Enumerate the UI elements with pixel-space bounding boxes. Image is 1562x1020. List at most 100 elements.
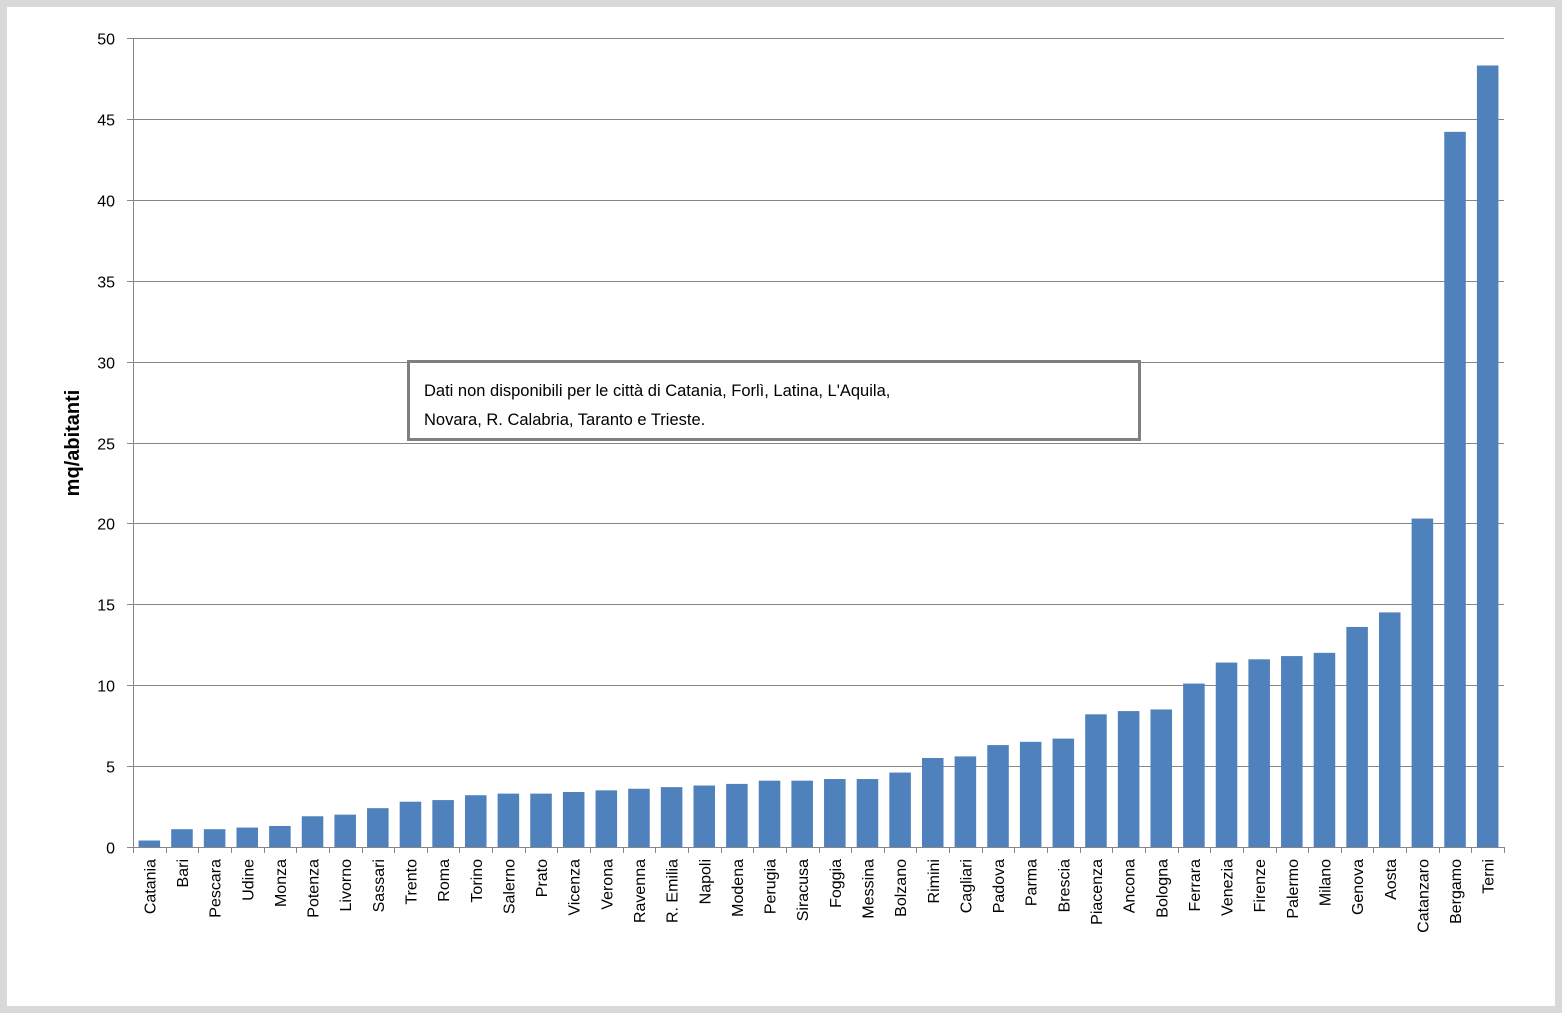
bar-monza: [269, 825, 291, 847]
x-tick-label: Parma: [1024, 859, 1041, 906]
bar-salerno: [497, 793, 520, 847]
bar-prato: [530, 793, 552, 847]
bar-pescara: [203, 829, 226, 847]
y-tick-label: 0: [106, 841, 115, 858]
x-tick-label: Catanzaro: [1415, 859, 1432, 933]
x-tick-label: Catania: [142, 859, 159, 914]
y-tick-label: 30: [97, 356, 115, 373]
bar-siracusa: [791, 780, 813, 847]
bar-foggia: [824, 779, 846, 847]
x-tick-label: Modena: [730, 859, 747, 917]
bar-aosta: [1378, 612, 1401, 847]
bar-catania: [138, 840, 161, 847]
x-tick-label: Verona: [599, 859, 616, 910]
y-tick-label: 50: [97, 32, 115, 49]
bar-piacenza: [1085, 714, 1107, 847]
y-tick-label: 5: [106, 760, 115, 777]
x-tick-label: Bergamo: [1448, 859, 1465, 924]
bar-udine: [236, 827, 259, 847]
x-tick-label: Foggia: [828, 859, 845, 908]
x-tick-label: Pescara: [208, 859, 225, 918]
bar-modena: [726, 783, 748, 847]
x-tick-label: Cagliari: [958, 859, 975, 913]
x-tick-label: Trento: [403, 859, 420, 905]
bar-sassari: [367, 808, 389, 847]
x-tick-label: Udine: [240, 859, 257, 901]
bars: [138, 65, 1499, 848]
x-tick-label: Potenza: [306, 859, 323, 918]
y-tick-label: 15: [97, 598, 115, 615]
bar-brescia: [1052, 738, 1075, 847]
x-tick-label: Prato: [534, 859, 551, 897]
x-tick-label: Bari: [175, 859, 192, 887]
bar-bari: [171, 829, 193, 847]
bar-torino: [464, 795, 487, 847]
x-tick-label: Sassari: [371, 859, 388, 912]
x-tick-label: Firenze: [1252, 859, 1269, 912]
x-tick-label: R. Emilia: [665, 859, 682, 923]
bar-palermo: [1281, 656, 1303, 847]
bar-genova: [1346, 626, 1368, 847]
x-tick-label: Vicenza: [567, 859, 584, 916]
bar-napoli: [693, 785, 716, 847]
x-tick-label: Ravenna: [632, 859, 649, 923]
bar-perugia: [758, 780, 781, 847]
y-tick-label: 40: [97, 194, 115, 211]
bar-vicenza: [562, 791, 585, 847]
x-tick-label: Messina: [860, 859, 877, 919]
bar-catanzaro: [1411, 518, 1434, 847]
bar-roma: [432, 800, 454, 847]
x-tick-label: Napoli: [697, 859, 714, 904]
bar-potenza: [301, 816, 324, 847]
bar-firenze: [1248, 659, 1270, 847]
x-tick-label: Padova: [991, 859, 1008, 913]
bar-r-emilia: [660, 787, 683, 847]
note-line-2: Novara, R. Calabria, Taranto e Trieste.: [424, 411, 706, 429]
x-tick-label: Roma: [436, 859, 453, 902]
bar-terni: [1476, 65, 1499, 847]
x-tick-labels: Catania Bari Pescara Udine Monza Potenza Livor…: [142, 859, 1497, 933]
x-tick-label: Genova: [1350, 859, 1367, 915]
x-tick-label: Monza: [273, 859, 290, 907]
y-tick-labels: 0 5 10 15 20 25 30 35 40 45 50: [97, 32, 115, 858]
gridlines: [127, 38, 1504, 848]
y-tick-label: 20: [97, 517, 115, 534]
x-tick-label: Milano: [1317, 859, 1334, 906]
y-tick-label: 45: [97, 113, 115, 130]
x-tick-label: Bolzano: [893, 859, 910, 917]
x-tick-label: Aosta: [1383, 859, 1400, 900]
bar-ravenna: [628, 788, 650, 847]
bar-verona: [595, 790, 618, 847]
x-tick-label: Siracusa: [795, 859, 812, 921]
x-tick-label: Terni: [1481, 859, 1498, 894]
note-line-1: Dati non disponibili per le città di Cat…: [424, 382, 891, 400]
x-tick-label: Salerno: [501, 859, 518, 914]
bar-rimini: [921, 758, 944, 847]
bar-ancona: [1117, 711, 1140, 847]
x-tick-label: Brescia: [1056, 859, 1073, 912]
x-tick-label: Perugia: [763, 859, 780, 914]
x-tick-label: Torino: [469, 859, 486, 903]
axes: [133, 38, 1505, 853]
bar-bergamo: [1444, 131, 1466, 848]
bar-parma: [1019, 741, 1042, 847]
bar-livorno: [334, 814, 356, 847]
bar-chart: 0 5 10 15 20 25 30 35 40 45 50 Catania Bari Pescara U…: [62, 32, 1505, 933]
y-tick-label: 10: [97, 679, 115, 696]
bar-venezia: [1215, 662, 1238, 847]
bar-cagliari: [954, 756, 977, 847]
x-tick-label: Ancona: [1122, 859, 1139, 913]
bar-ferrara: [1183, 683, 1205, 847]
y-tick-label: 35: [97, 275, 115, 292]
bar-bolzano: [889, 772, 911, 847]
y-tick-label: 25: [97, 437, 115, 454]
x-tick-label: Piacenza: [1089, 859, 1106, 925]
y-axis-label: mq/abitanti: [62, 390, 84, 497]
bar-milano: [1313, 652, 1336, 847]
x-tick-label: Venezia: [1220, 859, 1237, 916]
x-tick-label: Ferrara: [1187, 859, 1204, 912]
x-tick-label: Bologna: [1154, 859, 1171, 918]
x-tick-label: Livorno: [338, 859, 355, 912]
x-tick-label: Rimini: [926, 859, 943, 903]
